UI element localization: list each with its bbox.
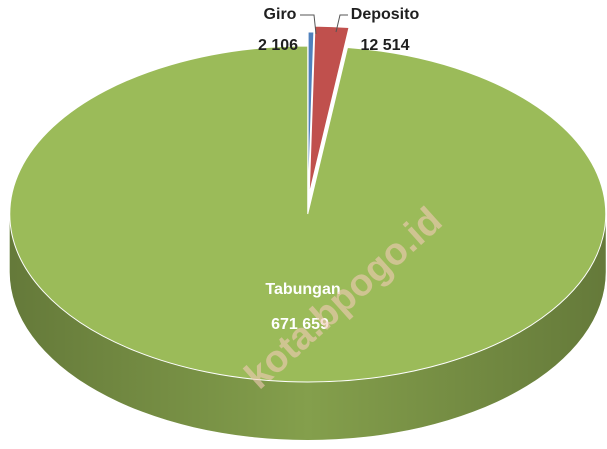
category-label: Tabungan: [265, 281, 340, 298]
category-label: Giro: [264, 6, 297, 23]
slice: [307, 31, 315, 201]
pie: [9, 25, 607, 440]
value-label: 671 659: [271, 316, 329, 333]
value-label: 12 514: [361, 37, 410, 54]
labels: Giro 2 106 Deposito 12 514 Tabungan 671 659: [258, 6, 419, 333]
slice: [9, 45, 607, 383]
category-label: Deposito: [351, 6, 420, 23]
value-label: 2 106: [258, 37, 298, 54]
slice-side-shade: [9, 213, 606, 440]
leader-line: [300, 14, 317, 35]
leader-line: [335, 14, 348, 33]
